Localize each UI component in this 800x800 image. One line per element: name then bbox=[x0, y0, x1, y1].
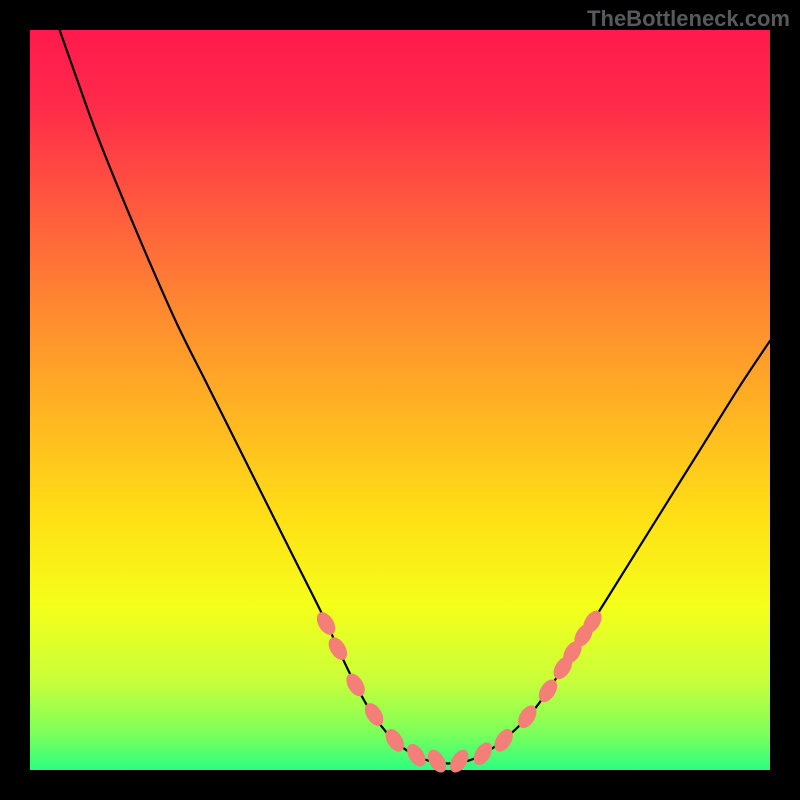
plot-gradient bbox=[30, 30, 770, 770]
chart-svg bbox=[0, 0, 800, 800]
chart-root: TheBottleneck.com bbox=[0, 0, 800, 800]
